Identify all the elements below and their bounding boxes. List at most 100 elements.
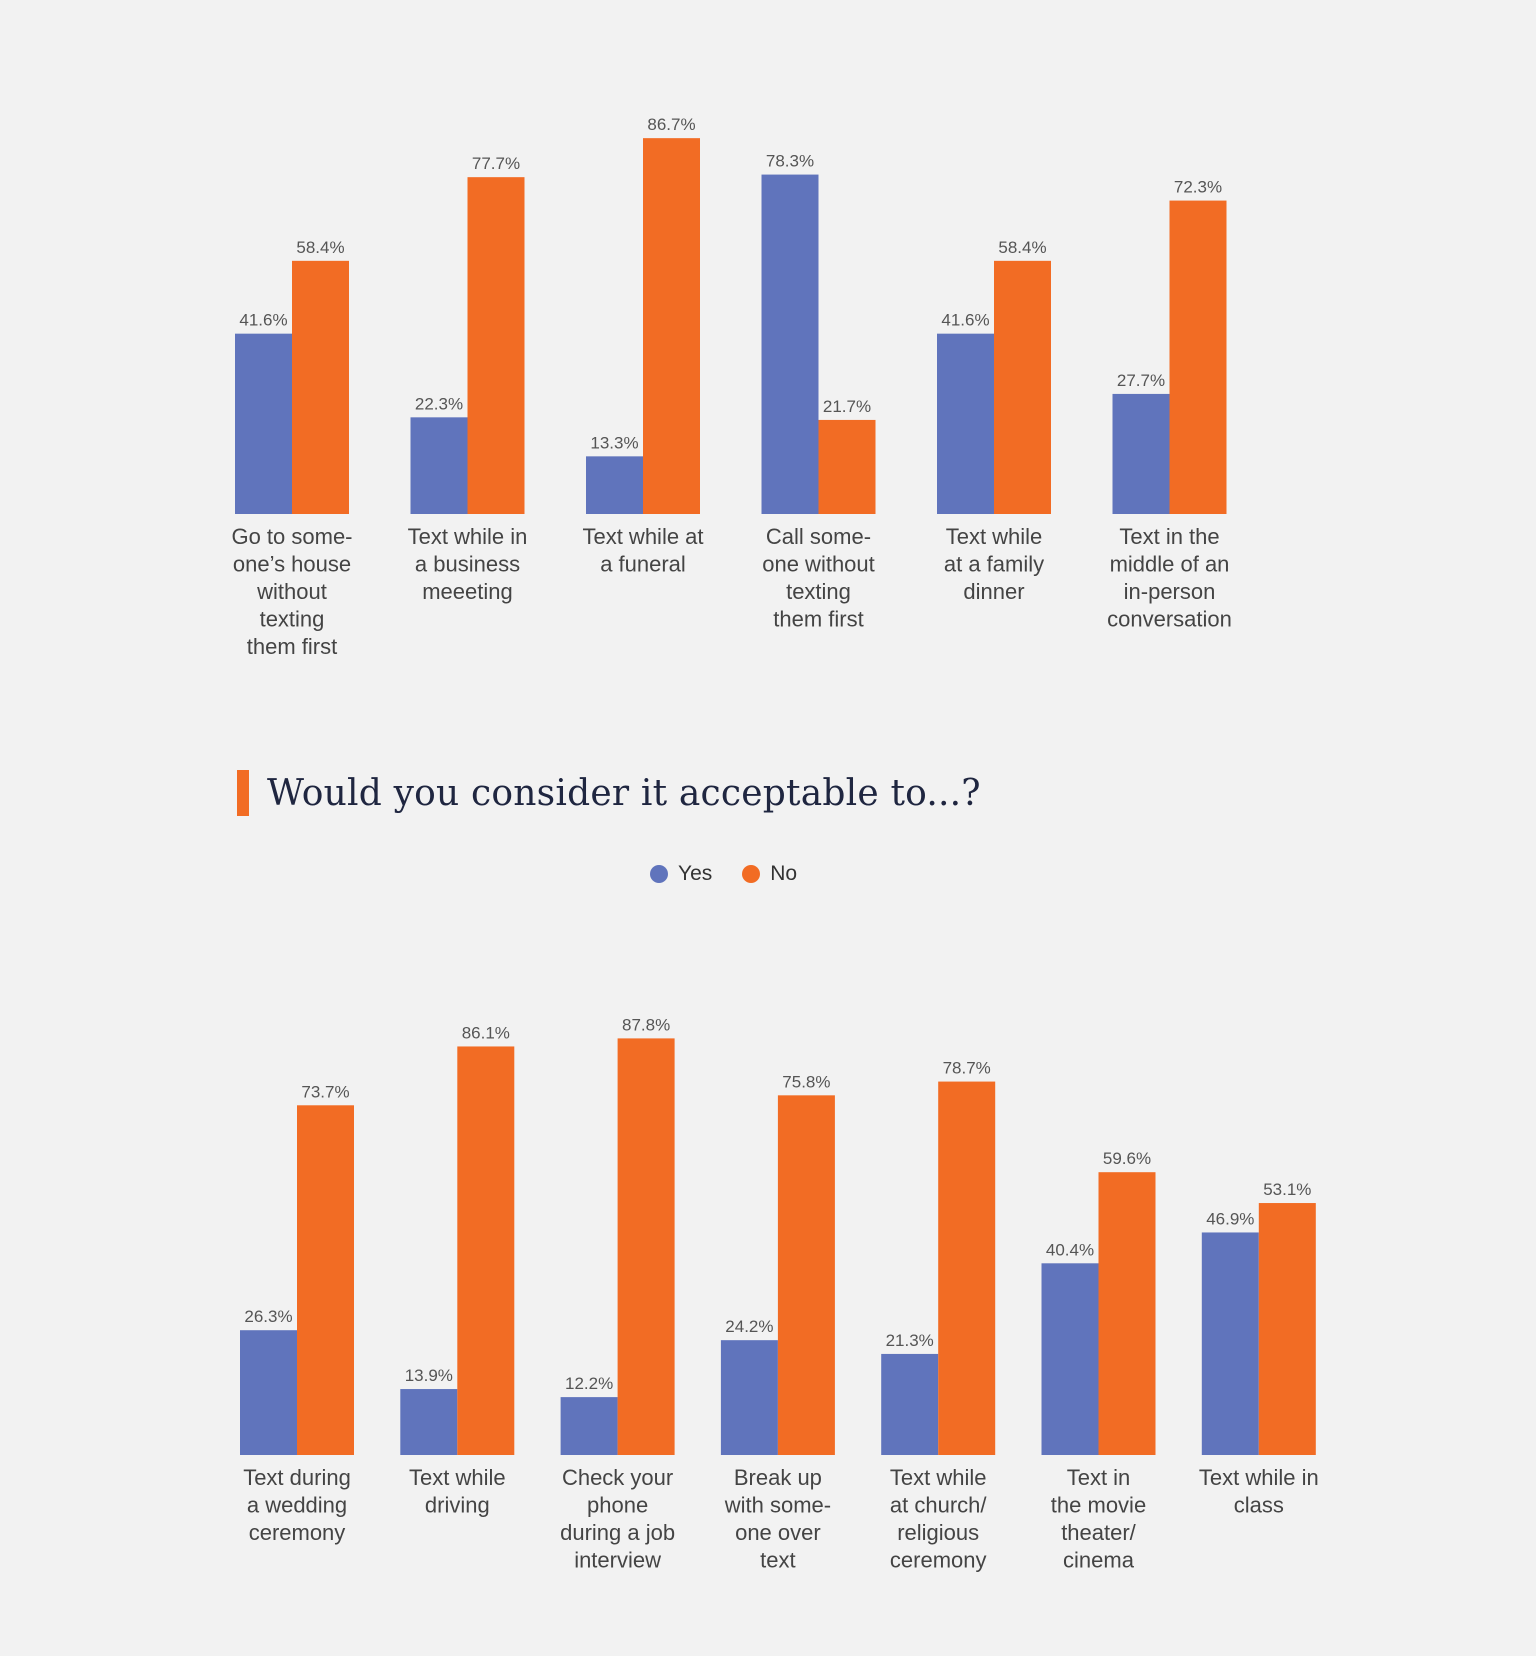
category-label-line: theater/ <box>1061 1520 1136 1545</box>
category-label-line: at a family <box>944 552 1044 577</box>
category-label-line: religious <box>897 1520 979 1545</box>
data-label-yes-2-2: 13.9% <box>405 1366 453 1385</box>
bar-no-1-3 <box>643 138 700 514</box>
category-label-1-5: Text while at a family dinner <box>944 524 1044 604</box>
data-label-yes-2-6: 40.4% <box>1046 1240 1094 1259</box>
data-label-yes-1-5: 41.6% <box>941 311 989 330</box>
bar-no-2-7 <box>1258 1203 1316 1455</box>
category-label-line: ceremony <box>890 1548 987 1573</box>
category-label-2-3: Check your phone during a job interview <box>560 1465 675 1573</box>
category-label-line: a wedding <box>247 1493 347 1518</box>
category-label-line: during a job <box>560 1520 675 1545</box>
category-label-line: text <box>760 1548 795 1573</box>
bar-no-1-2 <box>467 177 525 514</box>
bar-yes-2-7 <box>1201 1232 1259 1455</box>
category-label-line: in-person <box>1124 579 1216 604</box>
category-label-line: ceremony <box>249 1520 346 1545</box>
data-label-yes-1-2: 22.3% <box>415 394 463 413</box>
category-label-line: a funeral <box>600 552 686 577</box>
data-label-no-1-2: 77.7% <box>472 154 520 173</box>
category-label-line: texting <box>786 579 851 604</box>
bar-yes-1-6 <box>1112 393 1170 514</box>
category-label-line: meeeting <box>422 579 513 604</box>
category-label-1-3: Text while at a funeral <box>582 524 703 577</box>
data-label-no-2-4: 75.8% <box>782 1072 830 1091</box>
data-label-yes-2-3: 12.2% <box>565 1374 613 1393</box>
category-label-1-4: Call some-one without texting them first <box>762 524 875 632</box>
category-label-line: them first <box>773 607 863 632</box>
category-label-line: one’s house <box>233 552 351 577</box>
data-label-no-2-6: 59.6% <box>1103 1149 1151 1168</box>
data-label-yes-1-1: 41.6% <box>239 311 287 330</box>
category-label-line: class <box>1234 1493 1284 1518</box>
data-label-no-1-4: 21.7% <box>823 397 871 416</box>
chart-legend: Yes No <box>650 862 827 886</box>
bar-no-2-4 <box>777 1095 835 1455</box>
category-label-line: middle of an <box>1110 552 1230 577</box>
heading-accent-bar <box>237 770 249 816</box>
category-label-line: Text during <box>243 1465 351 1490</box>
category-label-line: phone <box>587 1493 648 1518</box>
category-label-2-6: Text in the movie theater/cinema <box>1051 1465 1146 1573</box>
category-label-line: texting <box>260 607 325 632</box>
bar-chart-bottom: 26.3%73.7%Text during a wedding ceremony13… <box>240 1015 1319 1573</box>
legend-swatch-yes <box>650 865 668 883</box>
bar-no-1-1 <box>292 260 349 514</box>
category-label-line: one over <box>735 1520 821 1545</box>
category-label-line: Go to some- <box>231 524 352 549</box>
bar-no-2-5 <box>938 1081 996 1455</box>
category-label-2-7: Text while in class <box>1199 1465 1319 1518</box>
category-label-line: Call some- <box>766 524 871 549</box>
chart-title: Would you consider it acceptable to...? <box>267 772 981 814</box>
category-label-2-5: Text while at church/religious ceremony <box>890 1465 987 1573</box>
category-label-line: Text in the <box>1119 524 1219 549</box>
data-label-no-2-3: 87.8% <box>622 1015 670 1034</box>
category-label-line: them first <box>247 634 337 659</box>
data-label-yes-1-3: 13.3% <box>590 433 638 452</box>
category-label-2-4: Break up with some-one over text <box>724 1465 831 1573</box>
legend-label-yes: Yes <box>678 862 713 885</box>
category-label-line: the movie <box>1051 1493 1146 1518</box>
bar-chart-top: 41.6% 58.4% Go to some-one’s house without t… <box>231 115 1231 659</box>
data-label-no-1-5: 58.4% <box>998 238 1046 257</box>
category-label-line: driving <box>425 1493 490 1518</box>
bar-yes-2-6 <box>1041 1263 1099 1455</box>
bar-yes-2-4 <box>720 1340 778 1455</box>
chart-heading: Would you consider it acceptable to...? <box>237 770 981 816</box>
bar-yes-2-5 <box>881 1353 939 1455</box>
bar-yes-2-1 <box>240 1330 297 1455</box>
data-label-no-1-3: 86.7% <box>647 115 695 134</box>
data-label-yes-2-7: 46.9% <box>1206 1209 1254 1228</box>
category-label-line: without <box>256 579 327 604</box>
category-label-line: conversation <box>1107 607 1232 632</box>
data-label-yes-1-4: 78.3% <box>766 152 814 171</box>
data-label-no-1-1: 58.4% <box>296 238 344 257</box>
bar-yes-2-2 <box>400 1389 458 1455</box>
data-label-no-2-7: 53.1% <box>1263 1180 1311 1199</box>
category-label-line: Text while <box>890 1465 987 1490</box>
data-label-no-1-6: 72.3% <box>1174 178 1222 197</box>
legend-label-no: No <box>770 862 798 885</box>
category-label-line: Break up <box>734 1465 822 1490</box>
category-label-line: Check your <box>562 1465 673 1490</box>
category-label-line: interview <box>574 1548 661 1573</box>
bar-no-1-6 <box>1169 200 1227 514</box>
bar-no-2-2 <box>457 1046 515 1455</box>
data-label-yes-2-4: 24.2% <box>725 1317 773 1336</box>
bar-yes-1-2 <box>410 417 468 514</box>
data-label-no-2-5: 78.7% <box>943 1059 991 1078</box>
bar-yes-2-3 <box>560 1397 618 1455</box>
legend-item-no: No <box>742 862 797 886</box>
data-label-yes-2-1: 26.3% <box>244 1307 292 1326</box>
bar-no-1-5 <box>994 260 1051 514</box>
bar-yes-1-5 <box>937 333 994 514</box>
category-label-line: Text while at <box>582 524 703 549</box>
category-label-line: cinema <box>1063 1548 1135 1573</box>
bar-yes-1-1 <box>235 333 292 514</box>
bar-no-2-6 <box>1098 1172 1156 1455</box>
category-label-line: Text in <box>1067 1465 1131 1490</box>
category-label-line: with some- <box>724 1493 831 1518</box>
category-label-line: a business <box>415 552 520 577</box>
data-label-no-2-1: 73.7% <box>301 1082 349 1101</box>
